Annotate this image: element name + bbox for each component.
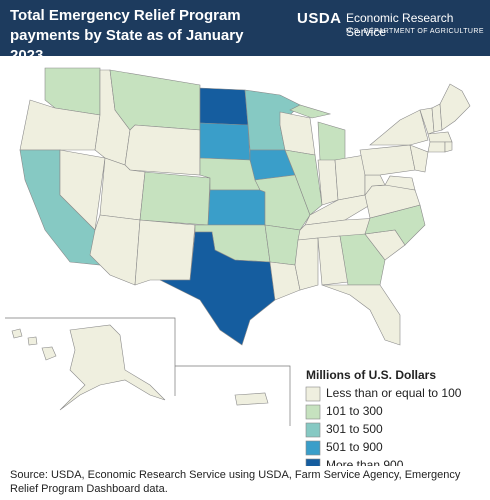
region (199, 122, 251, 161)
region (284, 149, 323, 216)
legend-swatch (305, 440, 321, 456)
region (207, 189, 266, 226)
region (139, 171, 211, 226)
region (444, 141, 453, 153)
region (109, 69, 201, 131)
legend-swatch (305, 422, 321, 438)
region (41, 346, 57, 361)
region (134, 219, 196, 286)
region (124, 124, 201, 176)
legend-label: 501 to 900 (326, 440, 383, 454)
region (339, 233, 386, 286)
region (89, 214, 141, 286)
legend-label: More than 900 (326, 458, 404, 466)
region (334, 154, 366, 201)
region (317, 121, 346, 166)
legend-label: Less than or equal to 100 (326, 386, 462, 400)
region (294, 237, 319, 291)
region (369, 109, 429, 146)
region (11, 328, 23, 339)
region (234, 392, 269, 406)
map: Millions of U.S. Dollars Less than or eq… (5, 67, 471, 466)
agency: Economic Research Service (346, 11, 454, 39)
region (439, 83, 471, 131)
legend-swatch (305, 458, 321, 466)
region (279, 111, 316, 156)
region (359, 144, 416, 176)
region (427, 141, 446, 153)
legend-title: Millions of U.S. Dollars (306, 368, 436, 382)
region (59, 324, 166, 411)
region (289, 104, 332, 119)
department: U.S. DEPARTMENT OF AGRICULTURE (346, 28, 484, 35)
source: Source: USDA, Economic Research Service … (10, 469, 461, 495)
region (321, 284, 401, 346)
region (199, 87, 249, 126)
legend-swatch (305, 404, 321, 420)
legend-label: 301 to 500 (326, 422, 383, 436)
header: Total Emergency Relief Program payments … (0, 0, 490, 64)
region (159, 231, 276, 346)
region (409, 144, 429, 173)
region (264, 224, 301, 266)
legend-label: 101 to 300 (326, 404, 383, 418)
inset-border (175, 365, 291, 426)
region (384, 175, 416, 191)
title: Total Emergency Relief Program payments … (10, 7, 244, 64)
logo: USDA (297, 10, 342, 27)
region (427, 131, 453, 143)
legend-swatch (305, 386, 321, 402)
region (27, 336, 38, 346)
inset-border (5, 317, 176, 396)
